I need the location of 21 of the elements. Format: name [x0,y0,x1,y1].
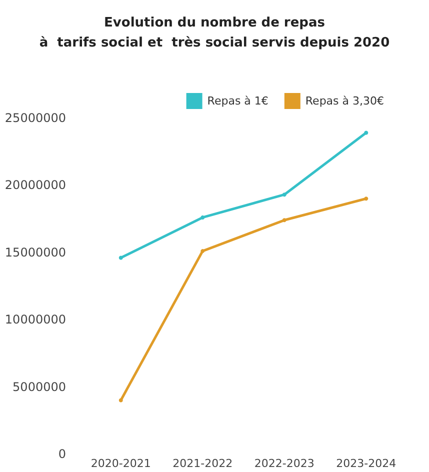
legend-label: Repas à 1€ [207,94,268,108]
point [364,130,368,135]
point [200,215,205,220]
y-tick-label: 15000000 [4,245,66,260]
point [200,249,205,254]
point [364,196,368,201]
x-tick-label: 2022-2023 [254,457,314,470]
x-tick-label: 2020-2021 [90,457,151,470]
x-tick-label: 2023-2024 [336,457,396,470]
legend-label: Repas à 3,30€ [305,94,384,108]
y-tick-label: 5000000 [12,380,66,394]
point [282,192,286,197]
y-tick-label: 25000000 [4,111,66,125]
chart-title: Evolution du nombre de repas à tarifs social et très social servis depuis 2020 [39,16,390,50]
y-tick-label: 10000000 [4,312,66,327]
point [282,218,286,222]
x-tick-label: 2021-2022 [172,457,233,470]
y-tick-label: 0 [58,447,66,461]
y-tick-label: 20000000 [4,178,66,192]
point [118,256,123,260]
point [118,398,123,402]
